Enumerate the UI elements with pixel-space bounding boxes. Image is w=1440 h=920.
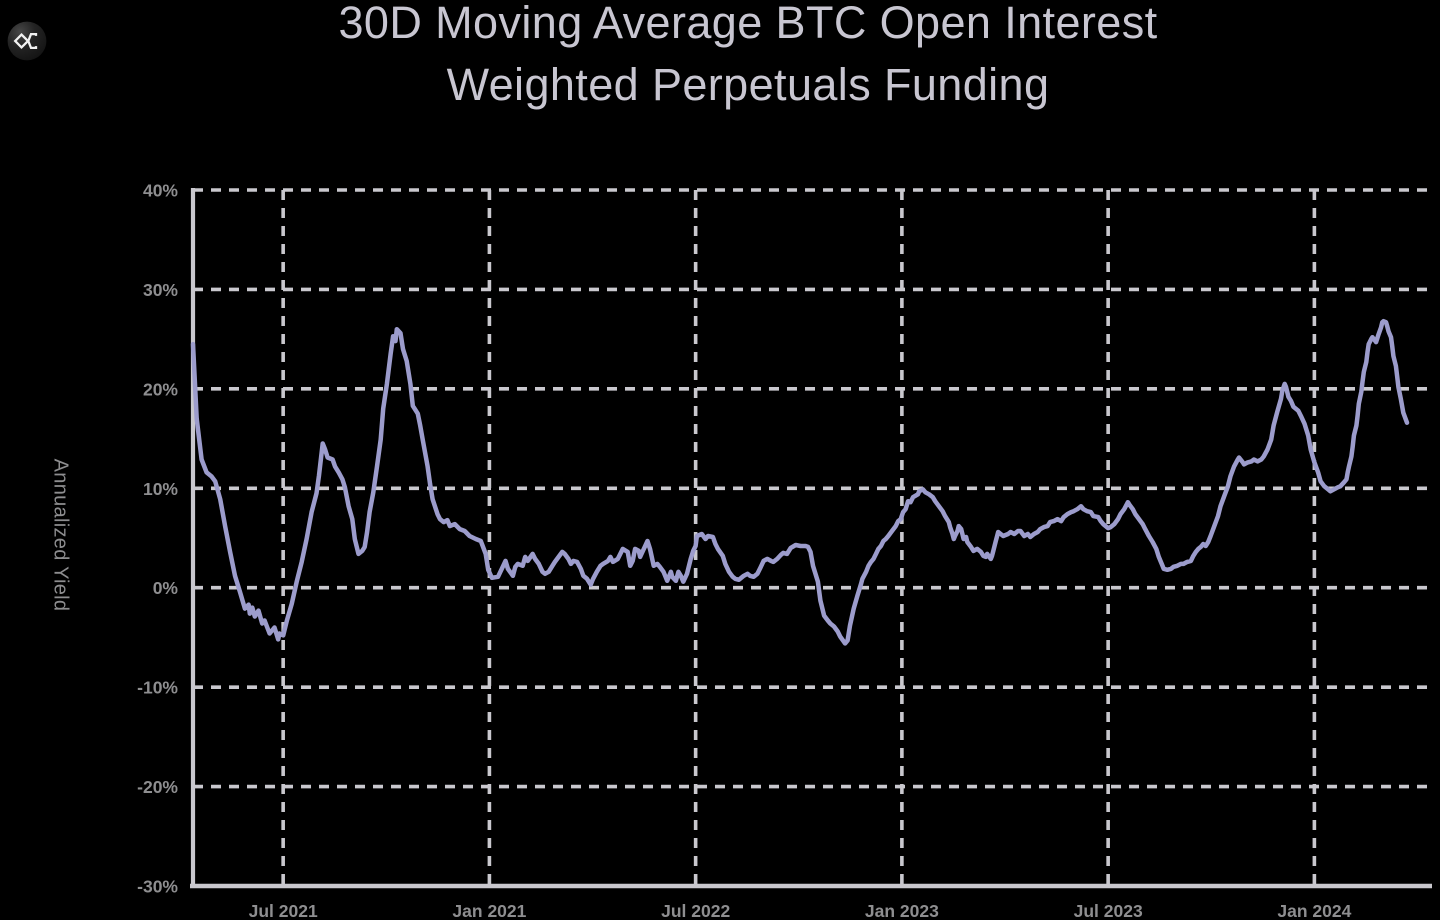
- x-tick-label-4: Jul 2023: [1074, 901, 1143, 920]
- sigma-bracket-icon: [27, 32, 38, 50]
- y-tick-label--10: -10%: [137, 678, 178, 698]
- y-tick-label-10: 10%: [143, 479, 178, 499]
- y-tick-label-30: 30%: [143, 280, 178, 300]
- x-tick-label-1: Jan 2021: [452, 901, 526, 920]
- chart-title-line-2: Weighted Perpetuals Funding: [446, 59, 1050, 110]
- y-tick-label-20: 20%: [143, 379, 178, 399]
- y-tick-label--30: -30%: [137, 877, 178, 897]
- y-tick-label-40: 40%: [143, 181, 178, 201]
- chart-title: 30D Moving Average BTC Open Interest Wei…: [339, 0, 1158, 116]
- x-tick-label-2: Jul 2022: [661, 901, 730, 920]
- y-tick-label--20: -20%: [137, 777, 178, 797]
- chart-title-line-1: 30D Moving Average BTC Open Interest: [338, 0, 1158, 48]
- funding-line-series-0: [190, 318, 1410, 646]
- x-tick-label-0: Jul 2021: [249, 901, 318, 920]
- sigma-diamond-icon: [13, 32, 30, 50]
- x-tick-label-3: Jan 2023: [865, 901, 939, 920]
- app-logo: [7, 21, 47, 61]
- x-tick-label-5: Jan 2024: [1277, 901, 1351, 920]
- y-tick-label-0: 0%: [153, 578, 179, 598]
